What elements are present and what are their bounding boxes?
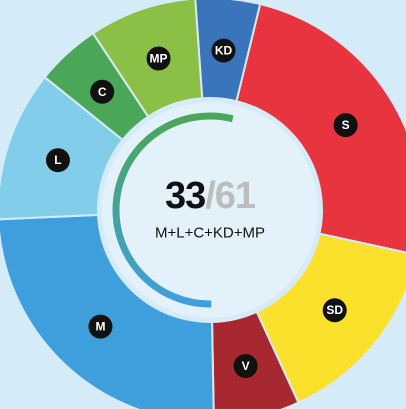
segment-label: KD [215,44,233,58]
progress-arc [112,112,234,308]
subtitle: M+L+C+KD+MP [155,225,265,242]
label-badge [88,314,113,339]
label-badge [322,298,347,323]
segment [0,213,215,409]
segment-label: V [242,359,250,373]
segment-label: L [54,153,61,167]
label-badge [333,113,358,138]
count: 33 [165,175,205,217]
label-badge [146,46,171,71]
label-badge [90,79,115,104]
segment-label: C [98,85,107,99]
separator: / [205,175,216,217]
segment-label: M [95,320,105,334]
segment-label: SD [326,303,343,317]
segment-label: S [342,118,350,132]
center-count: 33/61 [165,175,256,217]
label-badge [233,353,258,378]
label-badge [211,38,236,63]
label-badge [45,148,70,173]
segment-label: MP [150,51,168,65]
segment [235,2,406,254]
center-disc [102,102,318,318]
total: 61 [215,175,256,217]
